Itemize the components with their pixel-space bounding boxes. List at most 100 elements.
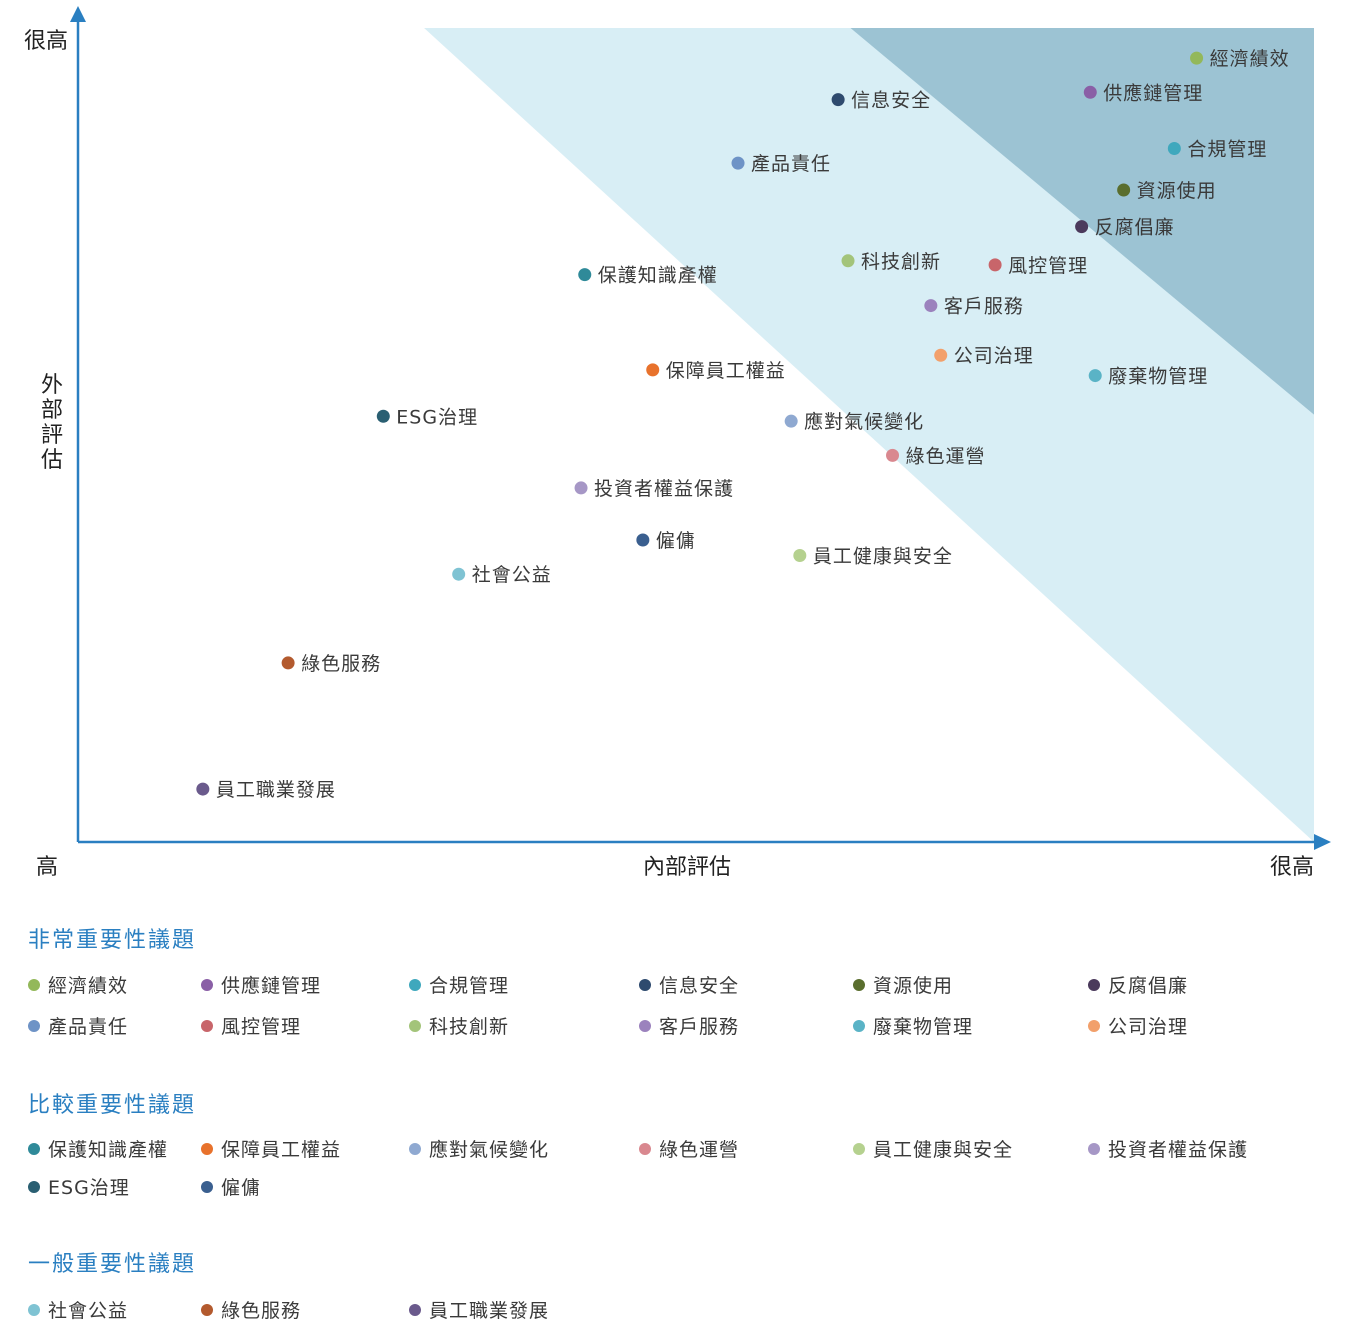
legend-item: 產品責任 <box>28 1012 128 1039</box>
data-point: 科技創新 <box>841 251 940 273</box>
y-axis-arrow <box>70 6 86 22</box>
point-marker <box>784 414 798 428</box>
point-marker <box>924 299 938 313</box>
point-marker <box>1190 51 1204 65</box>
legend-swatch <box>28 1142 40 1155</box>
point-label: 信息安全 <box>851 90 931 112</box>
legend-item: ESG治理 <box>28 1173 130 1200</box>
y-axis-title-char: 部 <box>41 398 63 423</box>
legend-label: 綠色運營 <box>659 1139 740 1161</box>
point-label: 綠色運營 <box>906 445 986 467</box>
legend-swatch <box>201 1019 213 1032</box>
data-point: 公司治理 <box>934 345 1033 367</box>
legend-label: 公司治理 <box>1108 1016 1189 1038</box>
legend-label: 投資者權益保護 <box>1108 1139 1249 1161</box>
point-marker <box>1117 183 1131 197</box>
point-label: 經濟績效 <box>1210 48 1290 70</box>
legend-label: 社會公益 <box>48 1300 129 1322</box>
legend-label: 合規管理 <box>429 975 510 997</box>
legend-swatch <box>1088 1019 1100 1032</box>
legend-swatch <box>201 978 213 991</box>
legend-swatch <box>639 1142 651 1155</box>
legend-item: 供應鏈管理 <box>201 971 321 998</box>
y-axis-title-char: 估 <box>41 448 63 473</box>
legend-label: 員工職業發展 <box>429 1300 550 1322</box>
point-label: 廢棄物管理 <box>1108 366 1208 388</box>
data-point: 保障員工權益 <box>646 360 786 382</box>
legend-label: 風控管理 <box>221 1016 302 1038</box>
point-label: 產品責任 <box>751 153 831 175</box>
data-point: 信息安全 <box>831 90 931 112</box>
data-point: ESG治理 <box>376 406 478 428</box>
legend-label: 綠色服務 <box>221 1300 302 1322</box>
legend-label: 保護知識產權 <box>48 1139 169 1161</box>
data-point: 保護知識產權 <box>578 265 717 287</box>
legend-swatch <box>853 1142 865 1155</box>
legend-swatch <box>201 1142 213 1155</box>
legend-item: 科技創新 <box>409 1012 509 1039</box>
data-point: 經濟績效 <box>1190 48 1290 70</box>
legend-item: 員工職業發展 <box>409 1296 549 1323</box>
legend-swatch <box>409 1142 421 1155</box>
data-point: 員工職業發展 <box>196 779 336 801</box>
y-axis-title-char: 評 <box>41 423 63 448</box>
point-marker <box>831 93 845 107</box>
legend-swatch <box>28 1019 40 1032</box>
legend-item: 綠色服務 <box>201 1296 301 1323</box>
data-point: 投資者權益保護 <box>574 478 733 500</box>
point-label: ESG治理 <box>396 406 478 428</box>
point-label: 客戶服務 <box>944 296 1024 318</box>
legend-item: 資源使用 <box>853 971 953 998</box>
data-point: 綠色服務 <box>281 653 381 675</box>
point-label: 反腐倡廉 <box>1095 217 1175 239</box>
legend-label: 保障員工權益 <box>221 1139 342 1161</box>
data-point: 產品責任 <box>731 153 831 175</box>
legend-item: 投資者權益保護 <box>1088 1135 1248 1162</box>
data-point: 資源使用 <box>1117 180 1217 202</box>
point-marker <box>1167 141 1181 155</box>
data-point: 應對氣候變化 <box>784 410 923 433</box>
legend-item: 綠色運營 <box>639 1135 739 1162</box>
legend-item: 應對氣候變化 <box>409 1135 549 1162</box>
point-label: 社會公益 <box>472 564 552 586</box>
point-marker <box>376 409 390 423</box>
legend-swatch <box>28 978 40 991</box>
point-label: 員工職業發展 <box>216 779 336 801</box>
point-marker <box>731 156 745 170</box>
legend-swatch <box>409 978 421 991</box>
point-label: 員工健康與安全 <box>813 545 953 567</box>
data-point: 合規管理 <box>1167 138 1267 160</box>
legend-item: 僱傭 <box>201 1173 261 1200</box>
point-label: 資源使用 <box>1137 180 1217 202</box>
legend-swatch <box>28 1180 40 1193</box>
point-label: 供應鏈管理 <box>1103 81 1203 104</box>
legend-swatch <box>853 1019 865 1032</box>
legend-item: 社會公益 <box>28 1296 128 1323</box>
legend-label: 資源使用 <box>873 975 954 997</box>
data-point: 反腐倡廉 <box>1075 217 1175 239</box>
point-label: 僱傭 <box>656 530 696 552</box>
point-marker <box>841 254 855 268</box>
legend-swatch <box>1088 1142 1100 1155</box>
legend-swatch <box>639 978 651 991</box>
point-marker <box>886 448 900 462</box>
point-label: 保障員工權益 <box>666 360 786 382</box>
legend-item: 客戶服務 <box>639 1012 739 1039</box>
legend-label: 客戶服務 <box>659 1016 740 1038</box>
y-tick-top-label: 很高 <box>24 29 68 54</box>
data-point: 廢棄物管理 <box>1088 366 1208 388</box>
point-label: 合規管理 <box>1187 138 1267 160</box>
legend-section-title: 非常重要性議題 <box>28 928 197 953</box>
point-marker <box>1075 220 1089 234</box>
legend-swatch <box>201 1303 213 1316</box>
data-point: 綠色運營 <box>886 445 986 467</box>
data-point: 供應鏈管理 <box>1083 81 1203 104</box>
x-tick-right-label: 很高 <box>1270 855 1314 880</box>
point-label: 綠色服務 <box>301 653 381 675</box>
point-marker <box>1088 369 1102 383</box>
point-marker <box>988 258 1002 272</box>
zone-light <box>424 28 1315 842</box>
legend-label: ESG治理 <box>48 1177 130 1199</box>
